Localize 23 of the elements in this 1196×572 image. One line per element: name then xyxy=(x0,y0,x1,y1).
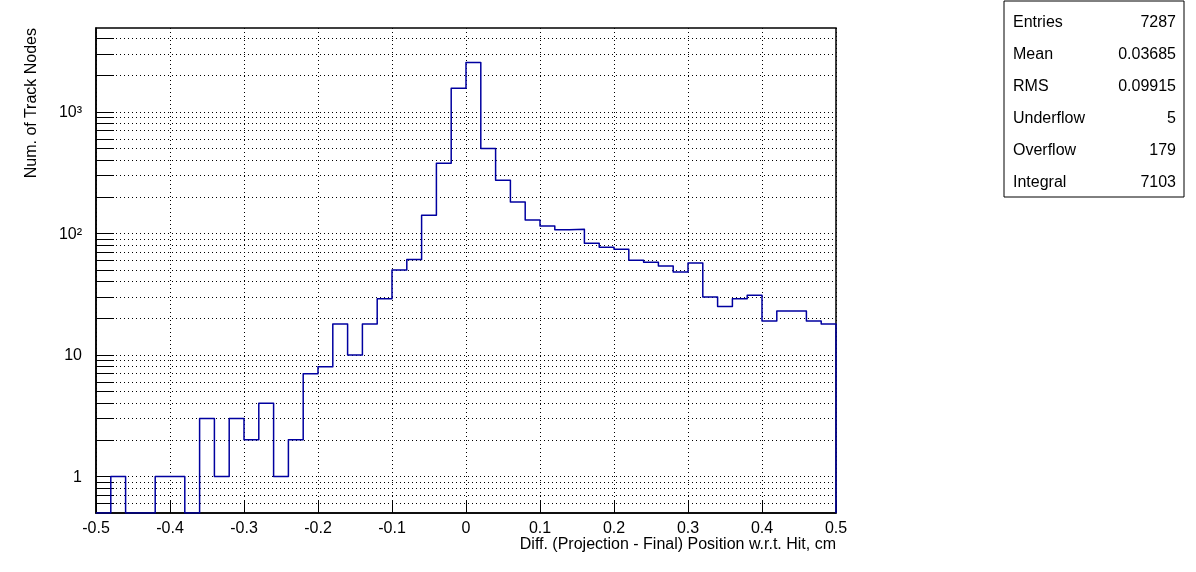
x-tick-label: -0.5 xyxy=(82,518,110,536)
x-tick-label: 0.5 xyxy=(824,518,848,536)
x-tick-label: -0.1 xyxy=(378,518,406,536)
x-tick-label: 0.4 xyxy=(750,518,774,536)
y-tick-label: 10² xyxy=(58,224,83,242)
x-tick-label: -0.3 xyxy=(230,518,258,536)
y-axis-title: Num. of Track Nodes xyxy=(21,28,39,179)
text: RMS 0.09915 xyxy=(1013,76,1176,94)
y-tick-label: 10³ xyxy=(58,103,83,121)
x-axis-title: Diff. (Projection - Final) Position w.r.t. Hit, cm xyxy=(519,534,836,552)
x-tick-label: -0.2 xyxy=(304,518,332,536)
x-tick-label: 0.3 xyxy=(676,518,700,536)
y-tick-label: 10 xyxy=(64,346,83,364)
text: Integral 7103 xyxy=(1013,172,1176,190)
y-tick-label: 1 xyxy=(73,467,83,485)
x-tick-label: -0.4 xyxy=(156,518,184,536)
text: Overflow 179 xyxy=(1013,140,1176,158)
x-tick-label: 0 xyxy=(461,518,471,536)
text: Entries 7287 xyxy=(1013,12,1176,30)
x-tick-label: 0.2 xyxy=(602,518,626,536)
text: Underflow 5 xyxy=(1013,108,1176,126)
x-tick-label: 0.1 xyxy=(528,518,552,536)
text: Mean 0.03685 xyxy=(1013,44,1176,62)
